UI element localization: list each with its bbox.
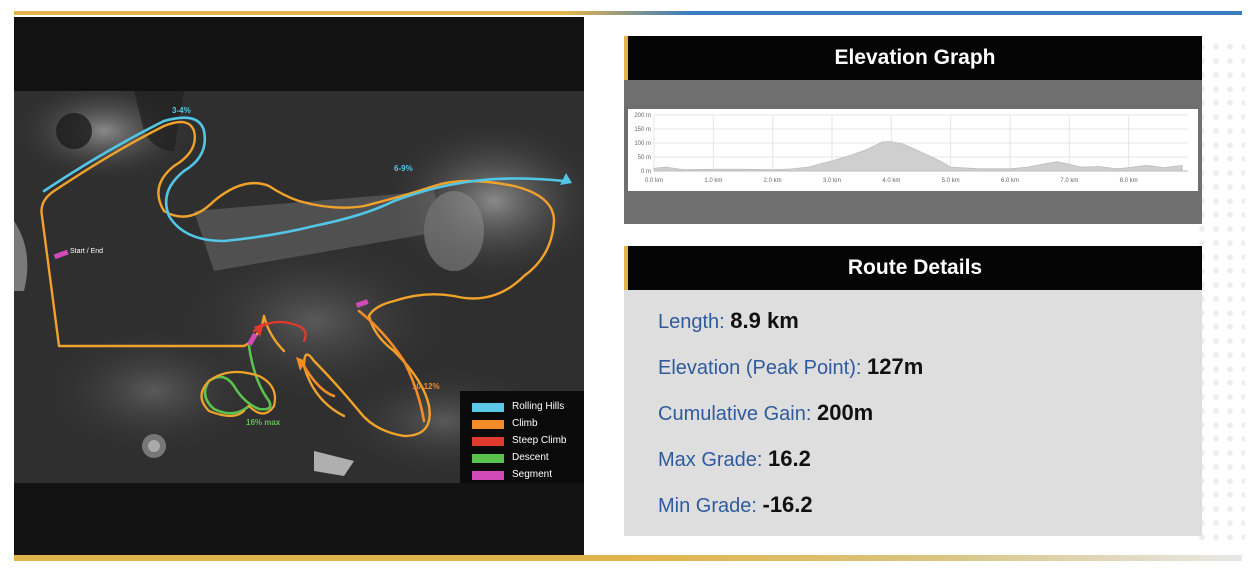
legend-swatch	[472, 471, 504, 480]
detail-value: 200m	[816, 400, 874, 425]
x-tick-label: 4.0 km	[882, 178, 900, 184]
grade-label-16-max: 16% max	[246, 418, 281, 427]
legend-label: Steep Climb	[512, 435, 567, 446]
grade-label-6-9: 6-9%	[394, 164, 413, 173]
top-accent-bar	[14, 11, 1242, 15]
grade-label-3-4: 3-4%	[172, 106, 191, 115]
x-tick-label: 6.0 km	[1001, 178, 1019, 184]
elevation-graph-card: Elevation Graph 200 m 150 m 100 m 50 m 0 m 0.…	[624, 36, 1202, 224]
climb-arrowhead	[296, 357, 306, 371]
segment-marker-start	[53, 249, 69, 260]
x-tick-label: 5.0 km	[942, 178, 960, 184]
detail-value: 8.9 km	[730, 308, 799, 333]
legend-label: Descent	[512, 452, 549, 463]
elevation-area	[653, 141, 1183, 172]
route-climb-outer	[40, 120, 556, 438]
detail-value: 16.2	[768, 446, 811, 471]
route-steep-climb	[252, 320, 307, 343]
detail-elevation-peak: Elevation (Peak Point): 127m	[658, 354, 923, 380]
elevation-chart-area: 200 m 150 m 100 m 50 m 0 m 0.0 km 1.0 km 2.0 km…	[628, 109, 1198, 191]
detail-max-grade: Max Grade: 16.2	[658, 446, 811, 472]
x-tick-label: 8.0 km	[1120, 178, 1138, 184]
route-details-header: Route Details	[624, 246, 1202, 290]
rolling-hills-arrowhead	[560, 173, 572, 185]
course-map-panel: 3-4% 6-9% 10-12% 16% max Start / End Rol…	[14, 17, 584, 556]
detail-value: 127m	[867, 354, 924, 379]
elevation-graph-title: Elevation Graph	[834, 46, 996, 69]
route-climb-arrow	[302, 309, 426, 423]
route-rolling-hills	[42, 116, 566, 243]
detail-label: Max Grade:	[658, 449, 763, 471]
detail-length: Length: 8.9 km	[658, 308, 799, 334]
legend-swatch	[472, 420, 504, 429]
grade-label-10-12: 10-12%	[412, 382, 440, 391]
detail-label: Min Grade:	[658, 495, 757, 517]
start-end-label: Start / End	[70, 248, 103, 255]
legend-label: Segment	[512, 469, 553, 480]
route-details-card: Route Details Length: 8.9 km Elevation (…	[624, 246, 1202, 536]
x-tick-label: 0.0 km	[645, 178, 663, 184]
route-details-title: Route Details	[847, 256, 983, 279]
map-legend: Rolling Hills Climb Steep Climb Descent …	[460, 391, 584, 483]
detail-label: Elevation (Peak Point):	[658, 357, 862, 379]
decorative-dots	[1195, 40, 1245, 540]
legend-swatch	[472, 403, 504, 412]
x-tick-label: 1.0 km	[704, 178, 722, 184]
detail-value: -16.2	[762, 492, 813, 517]
segment-marker-mid	[247, 332, 258, 346]
detail-cumulative-gain: Cumulative Gain: 200m	[658, 400, 873, 426]
x-tick-label: 3.0 km	[823, 178, 841, 184]
x-tick-label: 7.0 km	[1060, 178, 1078, 184]
segment-marker-right	[355, 299, 369, 308]
detail-label: Cumulative Gain:	[658, 403, 812, 425]
elevation-chart: 200 m 150 m 100 m 50 m 0 m 0.0 km 1.0 km 2.0 km…	[634, 113, 1188, 184]
y-tick-label: 0 m	[641, 169, 651, 175]
detail-min-grade: Min Grade: -16.2	[658, 492, 813, 518]
bottom-accent-bar	[14, 555, 1242, 561]
legend-label: Rolling Hills	[512, 401, 565, 412]
y-tick-label: 200 m	[634, 113, 651, 119]
y-tick-label: 100 m	[634, 141, 651, 147]
legend-swatch	[472, 437, 504, 446]
x-tick-label: 2.0 km	[764, 178, 782, 184]
legend-label: Climb	[512, 418, 538, 429]
y-tick-label: 150 m	[634, 127, 651, 133]
route-descent	[203, 344, 272, 415]
elevation-graph-header: Elevation Graph	[624, 36, 1202, 80]
y-tick-label: 50 m	[638, 155, 651, 161]
detail-label: Length:	[658, 311, 725, 333]
legend-swatch	[472, 454, 504, 463]
route-inner-loop	[200, 370, 277, 418]
steep-climb-arrowhead	[254, 323, 264, 337]
